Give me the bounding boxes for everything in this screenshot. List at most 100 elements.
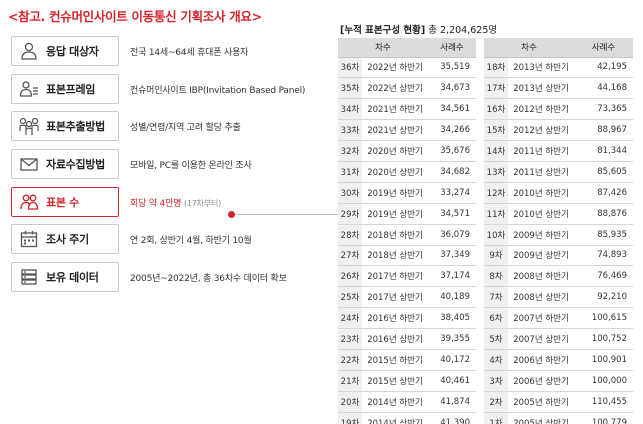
- count-cell: 88,967: [574, 119, 633, 142]
- period-cell: 2012년 상반기: [508, 119, 574, 142]
- info-description: 컨슈머인사이트 IBP(Invitation Based Panel): [130, 85, 306, 96]
- database-icon: [16, 264, 42, 290]
- info-row-sampling-method: 표본추출방법 성별/연령/지역 고려 할당 추출: [11, 111, 331, 149]
- round-cell: 13차: [484, 161, 508, 183]
- period-cell: 2007년 상반기: [508, 328, 574, 350]
- count-cell: 39,355: [428, 328, 476, 350]
- table-row: 26차 2017년 하반기 37,174 8차 2008년 하반기 76,469: [338, 265, 633, 288]
- table-row: 30차 2019년 하반기 33,274 12차 2010년 하반기 87,426: [338, 182, 633, 204]
- period-cell: 2019년 하반기: [362, 182, 428, 204]
- table-row: 28차 2018년 하반기 36,079 10차 2009년 하반기 85,935: [338, 224, 633, 246]
- column-gap: [476, 98, 484, 120]
- table-row: 19차 2014년 상반기 41,390 1차 2005년 상반기 100,779: [338, 412, 633, 424]
- round-cell: 28차: [338, 224, 362, 246]
- round-cell: 33차: [338, 119, 362, 142]
- count-cell: 100,901: [574, 349, 633, 371]
- period-cell: 2018년 하반기: [362, 224, 428, 246]
- info-label: 자료수집방법: [46, 158, 105, 172]
- count-cell: 41,874: [428, 391, 476, 413]
- round-cell: 27차: [338, 245, 362, 267]
- sample-table: 차수 사례수 차수 사례수 36차 2022년 하반기 35,519 18차 2013년…: [338, 38, 633, 424]
- count-cell: 74,893: [574, 245, 633, 267]
- survey-overview-list: 응답 대상자 전국 14세~64세 휴대폰 사용자 표본프레임 컨슈머인사이트 …: [11, 36, 331, 300]
- period-cell: 2014년 상반기: [362, 412, 428, 424]
- person-list-icon: [16, 76, 42, 102]
- column-gap: [476, 38, 484, 57]
- count-cell: 85,605: [574, 161, 633, 183]
- period-cell: 2016년 상반기: [362, 328, 428, 350]
- round-cell: 15차: [484, 119, 508, 142]
- period-cell: 2020년 상반기: [362, 161, 428, 183]
- people-group-icon: [16, 113, 42, 139]
- round-cell: 1차: [484, 412, 508, 424]
- column-gap: [476, 307, 484, 329]
- column-gap: [476, 119, 484, 141]
- count-cell: 34,561: [428, 98, 476, 121]
- period-cell: 2007년 하반기: [508, 307, 574, 330]
- round-cell: 16차: [484, 98, 508, 121]
- count-cell: 38,405: [428, 307, 476, 330]
- info-label: 보유 데이터: [46, 271, 99, 285]
- period-cell: 2013년 하반기: [508, 57, 574, 79]
- round-cell: 30차: [338, 182, 362, 204]
- page-title: <참고. 컨슈머인사이트 이동통신 기획조사 개요>: [8, 9, 262, 24]
- period-cell: 2008년 하반기: [508, 265, 574, 288]
- connector-line: [231, 214, 338, 215]
- count-cell: 35,519: [428, 57, 476, 79]
- info-description: 연 2회, 상반기 4월, 하반기 10월: [130, 236, 252, 247]
- count-cell: 37,174: [428, 265, 476, 288]
- column-gap: [476, 286, 484, 308]
- count-cell: 73,365: [574, 98, 633, 121]
- count-cell: 42,195: [574, 57, 633, 79]
- period-cell: 2011년 하반기: [508, 140, 574, 162]
- period-cell: 2022년 상반기: [362, 77, 428, 100]
- person-icon: [16, 38, 42, 64]
- round-cell: 25차: [338, 286, 362, 309]
- info-description: 모바일, PC를 이용한 온라인 조사: [130, 161, 252, 172]
- table-row: 21차 2015년 상반기 40,461 3차 2006년 상반기 100,000: [338, 370, 633, 392]
- column-gap: [476, 140, 484, 162]
- info-label: 조사 주기: [46, 233, 89, 247]
- column-gap: [476, 161, 484, 183]
- column-gap: [476, 412, 484, 424]
- round-cell: 11차: [484, 203, 508, 225]
- column-gap: [476, 391, 484, 413]
- round-cell: 4차: [484, 349, 508, 371]
- period-cell: 2015년 하반기: [362, 349, 428, 371]
- column-gap: [476, 224, 484, 246]
- column-gap: [476, 265, 484, 287]
- round-cell: 7차: [484, 286, 508, 309]
- count-cell: 37,349: [428, 245, 476, 267]
- sample-frame-label-box: 표본프레임: [11, 73, 119, 104]
- round-cell: 34차: [338, 98, 362, 121]
- round-cell: 35차: [338, 77, 362, 100]
- column-gap: [476, 245, 484, 266]
- period-cell: 2010년 상반기: [508, 203, 574, 225]
- column-header-count: 사례수: [428, 38, 476, 58]
- table-row: 32차 2020년 하반기 35,676 14차 2011년 하반기 81,344: [338, 140, 633, 162]
- period-cell: 2022년 하반기: [362, 57, 428, 79]
- count-cell: 92,210: [574, 286, 633, 309]
- column-header-count: 사례수: [574, 38, 633, 58]
- column-gap: [476, 77, 484, 99]
- period-cell: 2005년 하반기: [508, 391, 574, 413]
- info-label: 표본프레임: [46, 82, 96, 96]
- table-row: 33차 2021년 상반기 34,266 15차 2012년 상반기 88,967: [338, 119, 633, 142]
- count-cell: 34,673: [428, 77, 476, 100]
- respondents-label-box: 응답 대상자: [11, 36, 119, 66]
- round-cell: 3차: [484, 370, 508, 392]
- info-description: 2005년~2022년, 총 36차수 데이터 확보: [130, 274, 287, 285]
- count-cell: 36,079: [428, 224, 476, 246]
- round-cell: 23차: [338, 328, 362, 350]
- period-cell: 2019년 상반기: [362, 203, 428, 225]
- column-gap: [476, 349, 484, 371]
- collection-method-label-box: 자료수집방법: [11, 149, 119, 180]
- info-description: 회당 약 4만명 (17차부터): [130, 196, 221, 209]
- count-cell: 110,455: [574, 391, 633, 413]
- count-cell: 100,000: [574, 370, 633, 392]
- info-row-sample-size: 표본 수 회당 약 4만명 (17차부터): [11, 186, 331, 225]
- info-row-data-holdings: 보유 데이터 2005년~2022년, 총 36차수 데이터 확보: [11, 262, 331, 300]
- period-cell: 2008년 상반기: [508, 286, 574, 309]
- round-cell: 9차: [484, 245, 508, 267]
- info-label: 표본추출방법: [46, 120, 105, 134]
